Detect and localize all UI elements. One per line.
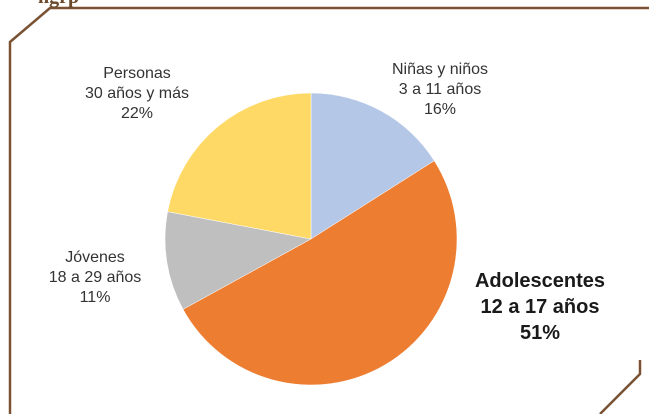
slice-label-line: 18 a 29 años bbox=[48, 269, 142, 286]
slice-label-jovenes: Jóvenes 18 a 29 años 11% bbox=[30, 248, 160, 308]
slice-ninas-ninos bbox=[310, 92, 435, 240]
slice-label-line: Personas bbox=[103, 65, 171, 82]
slice-label-adolescentes: Adolescentes 12 a 17 años 51% bbox=[460, 268, 620, 346]
slice-label-line: Adolescentes bbox=[474, 270, 606, 292]
slice-label-line: 12 a 17 años bbox=[480, 296, 600, 318]
slice-label-line: 30 años y más bbox=[84, 85, 190, 102]
frame-corner bbox=[599, 360, 642, 414]
slice-label-line: 11% bbox=[79, 289, 111, 306]
slice-label-ninas-ninos: Niñas y niños 3 a 11 años 16% bbox=[370, 60, 510, 120]
slice-adolescentes bbox=[182, 160, 458, 386]
slice-personas bbox=[167, 92, 312, 240]
slice-label-line: Niñas y niños bbox=[391, 61, 489, 78]
slice-label-personas: Personas 30 años y más 22% bbox=[62, 64, 212, 124]
slice-label-line: 51% bbox=[519, 322, 561, 344]
slice-label-line: 16% bbox=[423, 101, 457, 118]
slice-label-line: 3 a 11 años bbox=[398, 81, 482, 98]
slice-label-line: Jóvenes bbox=[65, 249, 125, 266]
slice-jovenes bbox=[164, 211, 312, 310]
header-fragment: ñgrp bbox=[38, 0, 79, 9]
frame-border bbox=[8, 6, 649, 414]
slice-label-line: 22% bbox=[120, 105, 154, 122]
